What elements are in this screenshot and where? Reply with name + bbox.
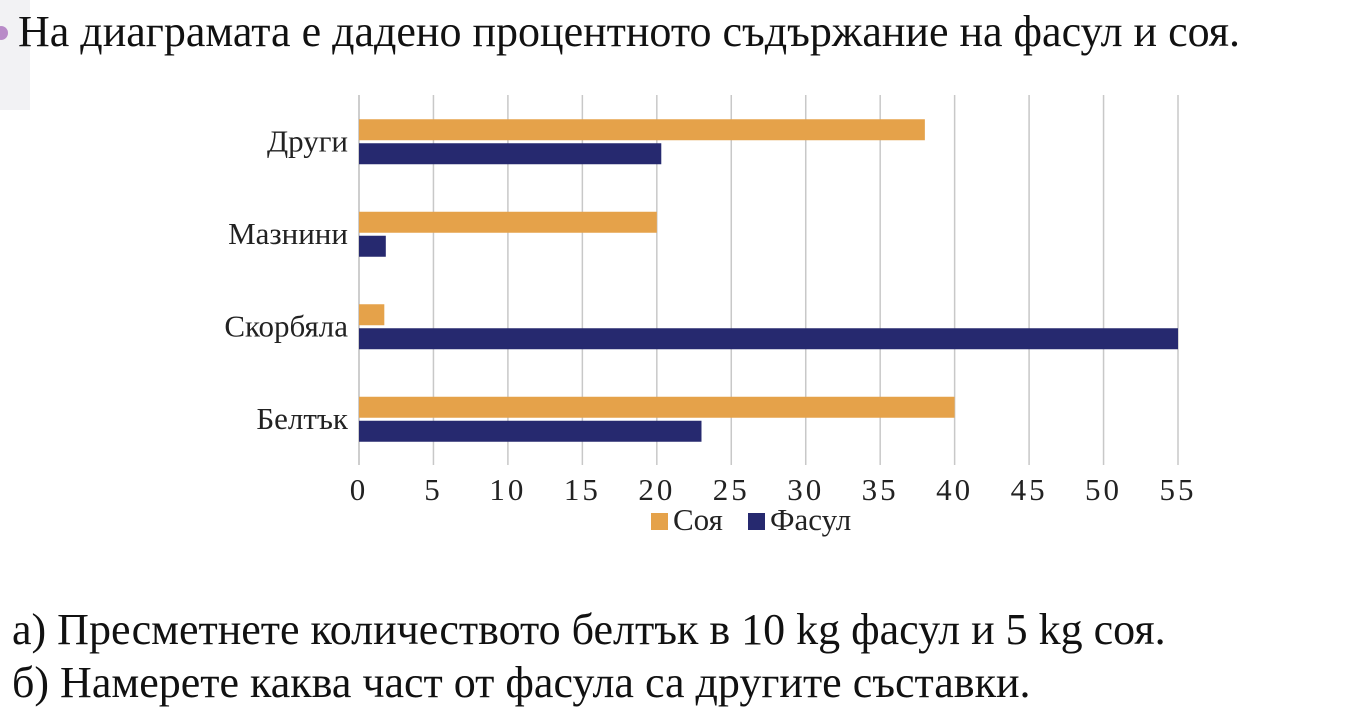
legend-label: Соя [673,502,723,537]
intro-text: На диаграмата е дадено процентното съдър… [18,7,1241,56]
x-tick-label: 55 [1160,472,1197,507]
category-label: Скорбяла [224,308,348,343]
question-a: а) Пресметнете количеството белтък в 10 … [12,605,1166,654]
category-label: Други [267,123,348,158]
bullet-dot-icon [0,26,8,40]
x-tick-label: 10 [489,472,526,507]
x-tick-label: 0 [350,472,369,507]
bar-chart: 0 5 10 15 20 25 30 35 40 45 50 55 Белтък Скорбяла Мазн… [224,95,1197,537]
x-tick-label: 30 [787,472,824,507]
bar-soya-0 [359,396,955,418]
legend-swatch-0 [651,513,668,530]
x-tick-label: 35 [862,472,899,507]
x-tick-label: 20 [638,472,675,507]
question-b: б) Намерете каква част от фасула са друг… [12,658,1031,707]
x-tick-label: 15 [564,472,601,507]
bar-fasul-3 [359,143,662,165]
category-label: Белтък [256,401,349,436]
legend-swatch-1 [748,513,765,530]
legend-label: Фасул [770,502,851,537]
category-label: Мазнини [228,216,348,251]
bar-soya-2 [359,211,657,233]
bar-fasul-0 [359,420,702,442]
bar-fasul-1 [359,328,1178,350]
x-tick-label: 45 [1011,472,1048,507]
corner-shade [0,0,30,110]
bar-soya-3 [359,119,925,141]
bar-fasul-2 [359,235,386,257]
x-tick-label: 5 [424,472,443,507]
x-tick-label: 25 [713,472,750,507]
bar-soya-1 [359,304,385,326]
x-tick-label: 40 [936,472,973,507]
x-tick-label: 50 [1085,472,1122,507]
